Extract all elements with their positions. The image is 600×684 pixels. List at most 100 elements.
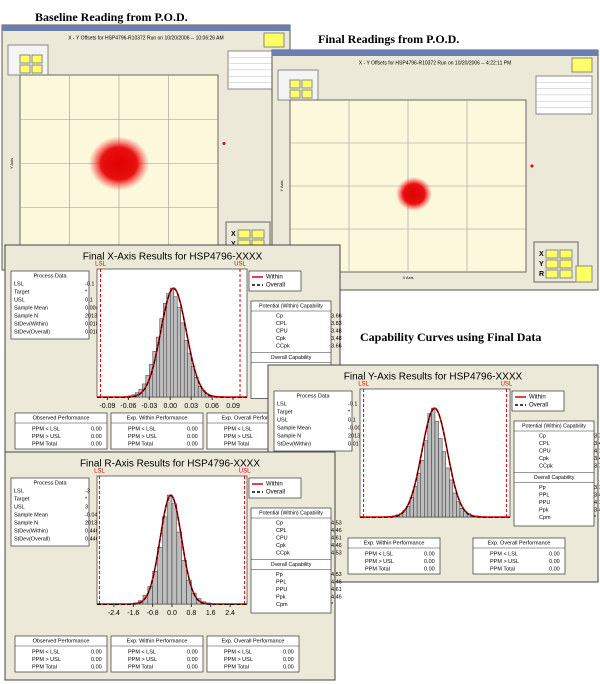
row-value: 3.83 [331, 321, 342, 327]
legend-label: Overall [266, 283, 285, 289]
lsl-label: LSL [94, 469, 105, 475]
scale-field [19, 54, 31, 64]
row-value: * [594, 515, 597, 521]
panel-box [10, 270, 90, 340]
histogram-bar [157, 547, 163, 605]
row-label: Target [277, 409, 293, 415]
histogram-bar [449, 479, 454, 518]
row-value: 3 [85, 504, 88, 510]
histogram-bar [180, 322, 185, 398]
row-value: 4.53 [331, 572, 342, 578]
row-value: 3.75 [594, 485, 600, 491]
scale-field [289, 89, 301, 99]
title-bar [2, 25, 290, 31]
row-label: PPM Total [224, 664, 249, 670]
histogram-bar [162, 516, 168, 605]
histogram-bar [171, 503, 178, 605]
histogram-bar [190, 366, 195, 398]
scatter-cloud [89, 136, 149, 191]
row-label: PPM > USL [128, 657, 157, 663]
x-tick-label: 1.6 [206, 610, 216, 617]
limit-field [251, 229, 265, 239]
overall-curve [97, 288, 247, 398]
heading: Final Readings from P.O.D. [318, 32, 459, 46]
row-value: 3.66 [331, 313, 342, 319]
row-label: USL [14, 504, 25, 510]
limit-field [559, 249, 573, 259]
panel-box [110, 412, 204, 450]
row-label: PPM < LSL [128, 426, 156, 432]
box-title: Overall Capability [271, 562, 312, 568]
row-value: 3.48 [331, 328, 342, 334]
lsl-label: LSL [358, 382, 369, 388]
box-title: Exp. Within Performance [127, 415, 188, 421]
row-value: 3.40 [594, 507, 600, 513]
row-label: PPM > USL [224, 657, 253, 663]
overall-curve [360, 408, 510, 518]
row-label: Pp [539, 485, 546, 491]
row-label: PPM < LSL [128, 649, 156, 655]
row-value: 3.40 [594, 456, 600, 462]
row-label: PPM > USL [128, 434, 157, 440]
histogram-bar [459, 508, 464, 518]
row-label: Sample N [14, 313, 38, 319]
row-value: 0.440063 [85, 536, 108, 542]
row-label: PPM Total [224, 441, 249, 447]
row-label: PPM Total [32, 664, 57, 670]
row-label: PPM > USL [32, 434, 61, 440]
panel-box [14, 635, 108, 673]
scale-field [31, 64, 43, 74]
row-label: Sample N [14, 520, 38, 526]
usl-label: USL [239, 469, 251, 475]
row-label: Ppk [276, 594, 286, 600]
row-label: Cp [539, 433, 546, 439]
row-label: StDev(Within) [14, 321, 48, 327]
window-title: X - Y Offsets for HSP4796-R10372 Run on … [359, 60, 512, 66]
box-title: Observed Performance [33, 638, 90, 644]
heading: Capability Curves using Final Data [360, 330, 541, 344]
box-title: Exp. Overall Performance [222, 415, 285, 421]
box-title: Process Data [33, 480, 67, 486]
row-value: 0.00 [91, 426, 102, 432]
histogram-bar [176, 307, 181, 398]
row-label: PPM Total [32, 441, 57, 447]
usl-label: USL [234, 262, 246, 268]
row-value: 3.66 [331, 343, 342, 349]
row-label: LSL [14, 281, 24, 287]
row-value: -3 [85, 488, 90, 494]
row-value: 3.40 [594, 441, 600, 447]
options-button [571, 57, 593, 73]
row-value: 4.53 [331, 520, 342, 526]
limit-field [545, 259, 559, 269]
row-value: 0.00 [91, 441, 102, 447]
limit-field [559, 259, 573, 269]
scale-field [31, 54, 43, 64]
row-label: CCpk [276, 550, 290, 556]
histogram-bar [431, 407, 436, 518]
scale-field [301, 79, 313, 89]
row-value: 2013 [348, 433, 360, 439]
overall-curve [97, 495, 247, 605]
row-label: PPM > USL [490, 559, 519, 565]
exit-button [575, 265, 593, 283]
legend-label: Within [266, 482, 283, 488]
limit-label: R [539, 271, 544, 278]
row-value: 4.53 [331, 550, 342, 556]
usl-label: USL [501, 382, 513, 388]
row-label: PPM > USL [32, 657, 61, 663]
x-tick-label: -1.6 [127, 610, 139, 617]
histogram-bar [452, 492, 457, 518]
panel-box [511, 390, 565, 412]
scatter-cloud [396, 177, 432, 211]
row-value: 2013 [85, 313, 97, 319]
row-label: PPM > USL [365, 559, 394, 565]
window-title: X - Y Offsets for HSP4796-R10372 Run on … [68, 35, 223, 41]
box-title: Observed Performance [33, 415, 90, 421]
histogram-bar [424, 440, 429, 518]
title-bar [272, 50, 598, 56]
row-value: 0.00 [91, 649, 102, 655]
x-tick-label: -0.06 [120, 403, 136, 410]
row-label: Cp [276, 520, 283, 526]
limit-label: X [231, 231, 236, 238]
